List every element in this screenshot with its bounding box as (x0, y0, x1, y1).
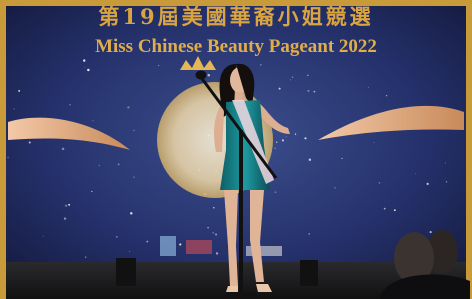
star (292, 77, 294, 79)
title-english: Miss Chinese Beauty Pageant 2022 (95, 36, 377, 57)
star (307, 74, 309, 76)
star (130, 212, 132, 214)
star (18, 90, 20, 92)
star (307, 90, 309, 92)
star (334, 187, 335, 188)
page: {"banner": {"title_chinese": "第19屆美國華裔小姐… (0, 0, 472, 299)
star (118, 163, 120, 165)
star (394, 209, 396, 211)
star (279, 88, 281, 90)
star (87, 69, 89, 71)
star (85, 256, 87, 258)
star (295, 133, 296, 134)
star (286, 136, 287, 137)
star (129, 251, 130, 252)
star (368, 87, 369, 88)
star (207, 227, 209, 229)
star (282, 139, 284, 141)
star (212, 232, 214, 234)
star (68, 204, 70, 206)
star (430, 231, 432, 233)
star (276, 142, 277, 143)
star (93, 120, 94, 121)
star (91, 191, 92, 192)
star (207, 74, 210, 77)
star (384, 208, 386, 210)
star (427, 183, 429, 185)
star (62, 148, 65, 151)
star (69, 104, 71, 106)
sponsor-logo (160, 236, 176, 256)
star (215, 234, 217, 236)
star (65, 205, 67, 207)
star (290, 79, 291, 80)
star (341, 158, 342, 159)
star (275, 148, 276, 149)
star (386, 95, 387, 96)
star (275, 191, 277, 193)
star (379, 182, 381, 184)
star (213, 207, 214, 208)
star (133, 130, 134, 131)
star (29, 141, 31, 143)
sponsor-logo (186, 240, 212, 254)
title-chinese: 第19屆美國華裔小姐競選 (98, 4, 373, 29)
star (14, 109, 15, 110)
speaker (300, 260, 318, 286)
star (179, 243, 181, 245)
star (7, 157, 9, 159)
star (64, 217, 66, 219)
star (446, 181, 447, 182)
star (216, 252, 218, 254)
star (116, 236, 118, 238)
star (158, 65, 159, 66)
star (309, 233, 310, 234)
star (309, 159, 311, 161)
star (83, 59, 85, 61)
star (99, 165, 100, 166)
star (415, 173, 416, 174)
star (43, 236, 44, 237)
star (146, 241, 148, 243)
star (314, 91, 316, 93)
star (260, 64, 261, 65)
speaker (116, 258, 136, 286)
star (445, 162, 446, 163)
star (127, 106, 129, 108)
star (84, 67, 85, 68)
star (374, 142, 375, 143)
star (304, 137, 306, 139)
photo: 第19屆美國華裔小姐競選 Miss Chinese Beauty Pageant… (0, 0, 472, 299)
star (133, 177, 134, 178)
